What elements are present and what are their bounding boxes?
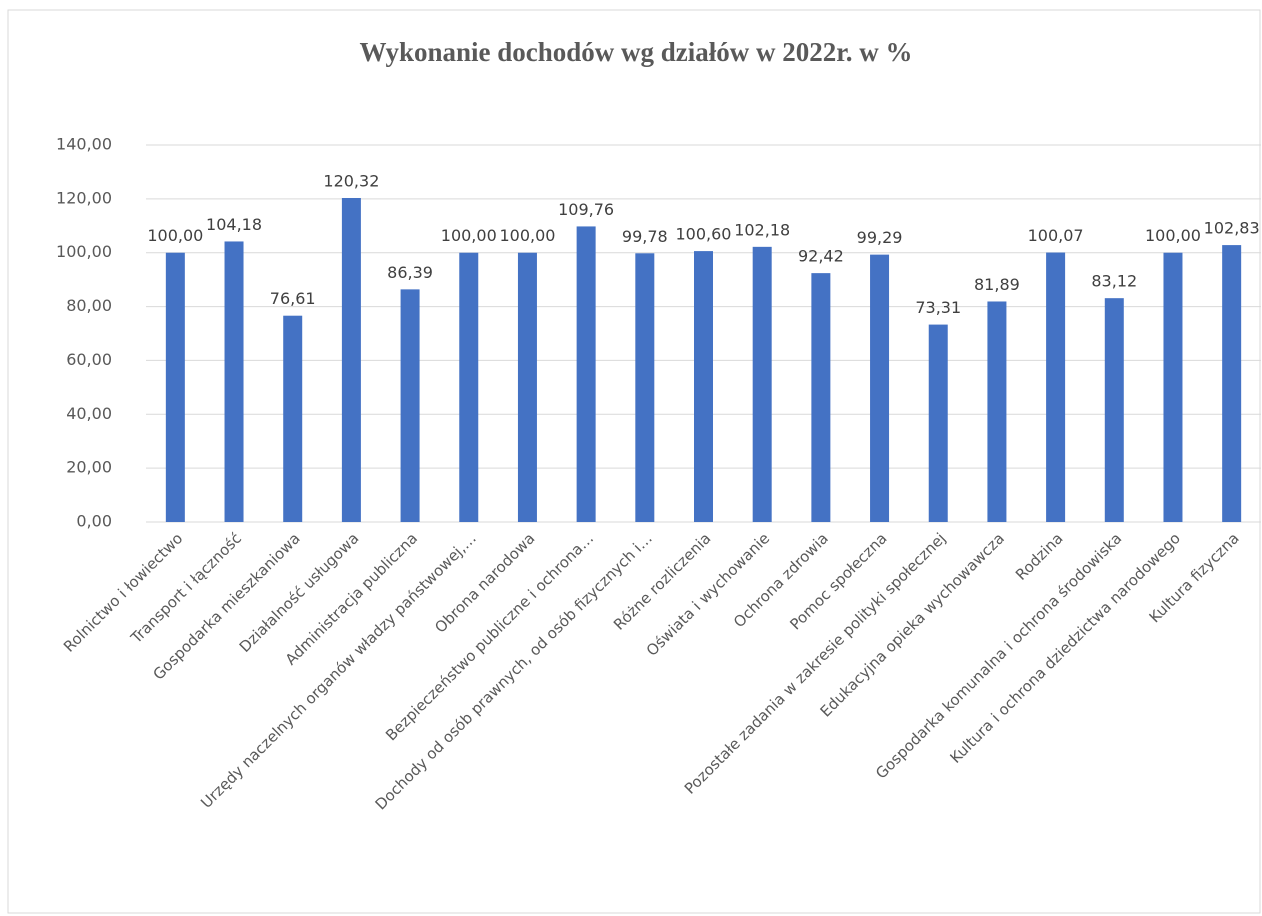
bar: [870, 254, 890, 522]
chart-title: Wykonanie dochodów wg działów w 2022r. w…: [359, 37, 912, 67]
bar: [1046, 252, 1066, 522]
y-tick-label: 100,00: [56, 242, 112, 261]
bar: [752, 246, 772, 522]
value-label: 92,42: [798, 247, 844, 266]
value-label: 100,60: [676, 225, 732, 244]
y-tick-label: 80,00: [66, 296, 112, 315]
y-tick-label: 0,00: [76, 512, 112, 531]
value-label: 104,18: [206, 215, 262, 234]
value-label: 81,89: [974, 275, 1020, 294]
bar: [165, 252, 185, 522]
bar: [400, 289, 420, 522]
value-label: 73,31: [915, 298, 961, 317]
y-tick-label: 60,00: [66, 350, 112, 369]
value-label: 120,32: [323, 171, 379, 190]
bar: [635, 253, 655, 523]
bar: [1163, 252, 1183, 522]
y-tick-label: 40,00: [66, 404, 112, 423]
value-label: 76,61: [270, 289, 316, 308]
bar: [1222, 245, 1242, 522]
value-label: 100,00: [499, 226, 555, 245]
bar: [459, 252, 479, 522]
bar: [517, 252, 537, 522]
bar: [928, 324, 948, 522]
value-label: 99,78: [622, 227, 668, 246]
value-label: 99,29: [857, 228, 903, 247]
value-label: 100,07: [1028, 226, 1084, 245]
bar: [811, 273, 831, 522]
value-label: 100,00: [441, 226, 497, 245]
value-label: 102,83: [1204, 219, 1260, 238]
bar: [1104, 298, 1124, 522]
bar: [341, 197, 361, 522]
value-label: 83,12: [1091, 272, 1137, 291]
bar: [224, 241, 244, 523]
value-label: 86,39: [387, 263, 433, 282]
value-label: 109,76: [558, 200, 614, 219]
y-tick-label: 120,00: [56, 188, 112, 207]
value-label: 102,18: [734, 220, 790, 239]
bar: [283, 315, 303, 522]
bar: [576, 226, 596, 522]
bar: [694, 251, 713, 522]
bar: [987, 301, 1007, 522]
value-label: 100,00: [1145, 226, 1201, 245]
y-tick-label: 20,00: [66, 458, 112, 477]
y-tick-label: 140,00: [56, 135, 112, 154]
value-label: 100,00: [147, 226, 203, 245]
